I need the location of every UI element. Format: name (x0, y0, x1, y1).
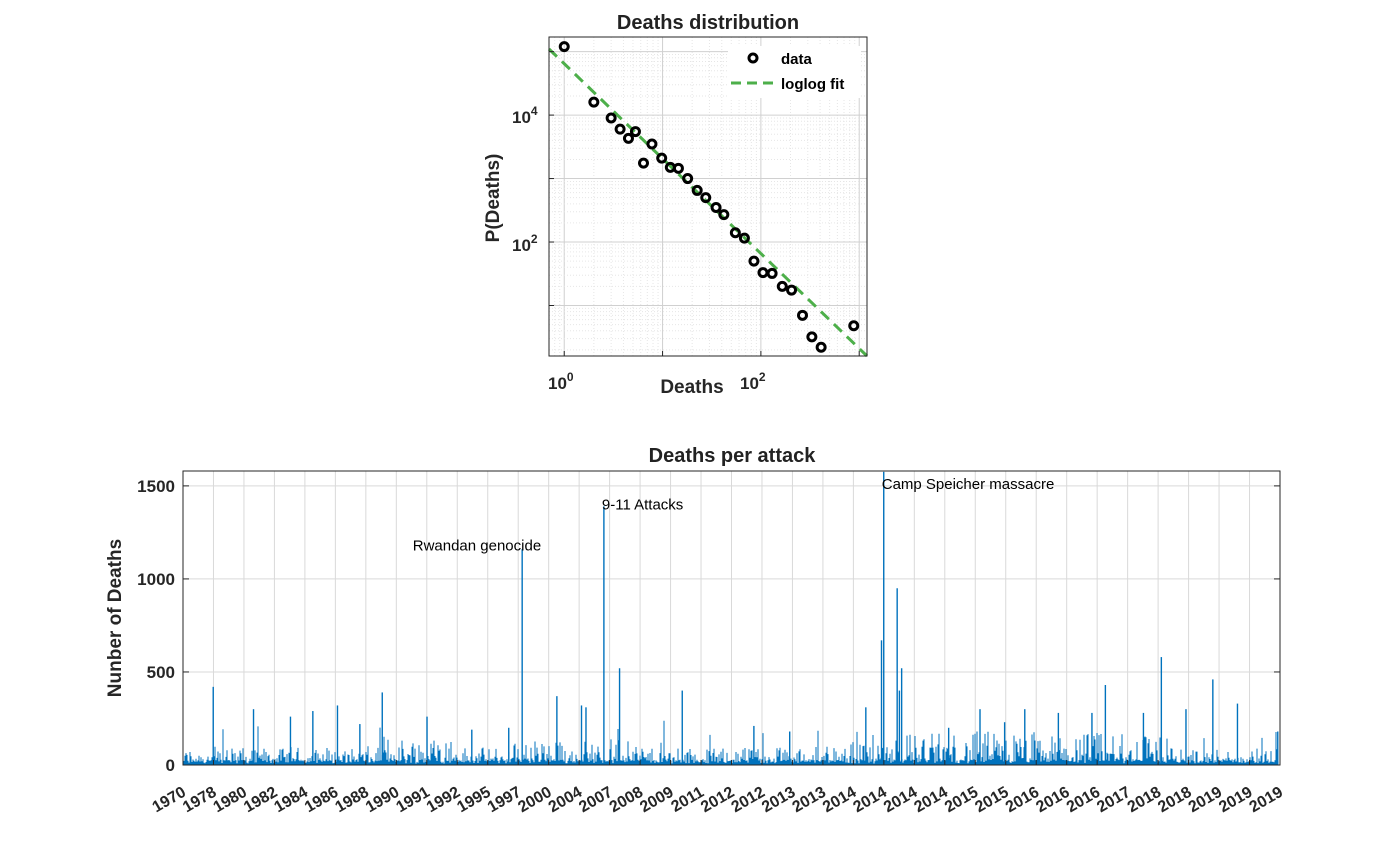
top-chart: Deaths distribution 100 102 102 104 Deat… (483, 12, 869, 398)
top-ticks: 100 102 102 104 (512, 51, 860, 393)
top-plot-frame (548, 36, 868, 357)
data-point (691, 184, 703, 196)
bottom-chart: Deaths per attack 0 500 1000 1500 197019781… (105, 445, 1286, 816)
data-point (638, 157, 650, 169)
data-point (848, 320, 860, 332)
top-x-axis-label: Deaths (660, 377, 723, 398)
legend-data-label: data (781, 51, 813, 68)
bottom-y-axis-label: Nunber of Deaths (105, 539, 126, 697)
data-point (672, 162, 684, 174)
data-point (605, 112, 617, 124)
data-point (786, 284, 798, 296)
data-point (748, 255, 760, 267)
data-point (622, 132, 634, 144)
y-tick-label-10000: 104 (512, 104, 538, 127)
data-point (776, 280, 788, 292)
legend-data-marker (747, 52, 759, 64)
annotations: Rwandan genocide 9-11 Attacks Camp Speiche… (413, 476, 1055, 554)
data-point (766, 267, 778, 279)
bottom-y-tick-label: 500 (147, 663, 175, 682)
data-point (815, 341, 827, 353)
data-point (729, 227, 741, 239)
data-point (738, 232, 750, 244)
annotation-label: 9-11 Attacks (602, 496, 683, 513)
y-tick-label-100: 102 (512, 232, 538, 255)
bottom-y-ticks: 0 500 1000 1500 (137, 477, 1280, 775)
data-points-layer (558, 41, 860, 353)
top-grid (548, 37, 867, 356)
annotation-label: Rwandan genocide (413, 537, 541, 554)
bottom-x-tick-label: 2019 (1247, 784, 1286, 817)
data-point (656, 152, 668, 164)
bottom-y-tick-label: 0 (166, 756, 175, 775)
data-point (558, 41, 570, 53)
x-tick-label-1: 100 (548, 370, 574, 393)
bottom-x-ticks: 1970197819801982198419861988199019911992… (150, 760, 1286, 816)
x-tick-label-100: 102 (740, 370, 766, 393)
data-point (629, 126, 641, 138)
bottom-y-tick-label: 1000 (137, 570, 175, 589)
data-point (718, 209, 730, 221)
data-point (588, 96, 600, 108)
top-legend: data loglog fit (728, 46, 861, 98)
data-point (700, 192, 712, 204)
annotation-label: Camp Speicher massacre (882, 476, 1055, 493)
data-point (614, 123, 626, 135)
data-point (806, 331, 818, 343)
top-chart-title: Deaths distribution (617, 12, 799, 34)
top-y-axis-label: P(Deaths) (483, 154, 504, 243)
bottom-y-tick-label: 1500 (137, 477, 175, 496)
data-point (646, 138, 658, 150)
data-point (797, 309, 809, 321)
bottom-chart-title: Deaths per attack (649, 445, 817, 467)
data-point (710, 201, 722, 213)
legend-fit-label: loglog fit (781, 76, 844, 93)
data-point (682, 173, 694, 185)
